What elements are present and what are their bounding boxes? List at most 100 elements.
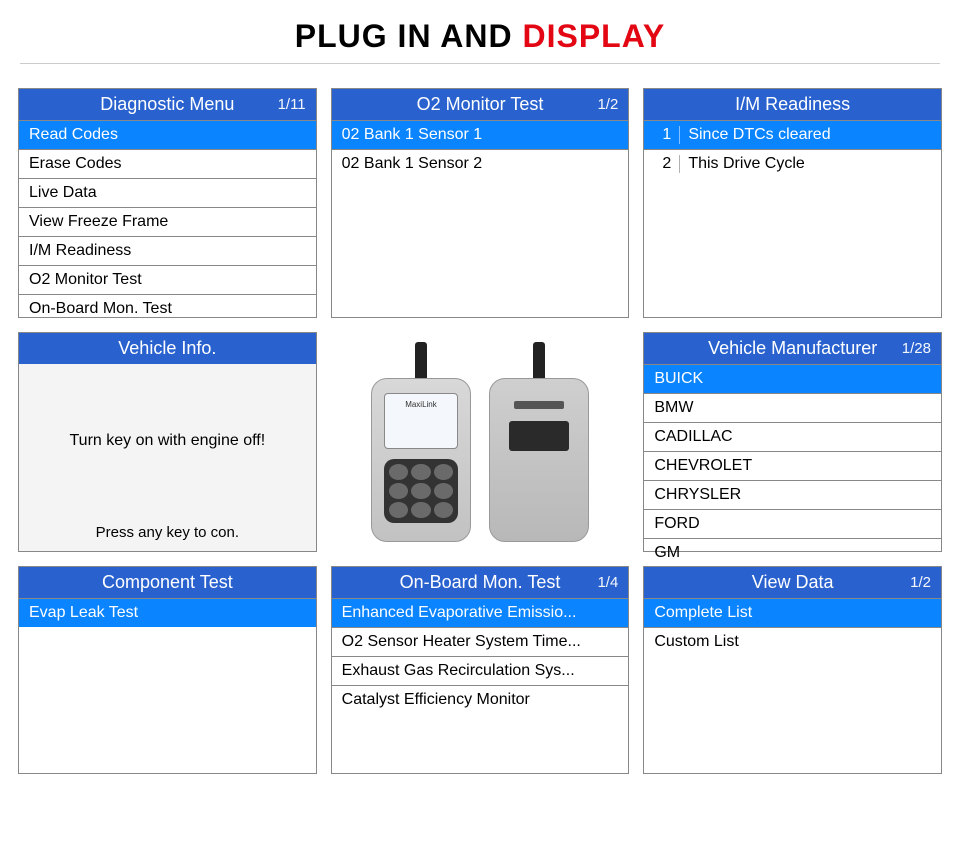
panel-title: I/M Readiness bbox=[735, 94, 850, 115]
panel-page: 1/28 bbox=[902, 340, 931, 357]
panel-o2-monitor-test: O2 Monitor Test 1/2 02 Bank 1 Sensor 1 0… bbox=[331, 88, 630, 318]
device-body: MaxiLink bbox=[371, 378, 471, 542]
mfr-item-bmw[interactable]: BMW bbox=[644, 393, 941, 422]
list-item-label: CHRYSLER bbox=[654, 486, 741, 504]
menu-item-egr-sys[interactable]: Exhaust Gas Recirculation Sys... bbox=[332, 656, 629, 685]
list-item-label: 02 Bank 1 Sensor 1 bbox=[342, 126, 483, 144]
mfr-item-gm[interactable]: GM bbox=[644, 538, 941, 567]
panel-page: 1/2 bbox=[910, 574, 931, 591]
mfr-item-ford[interactable]: FORD bbox=[644, 509, 941, 538]
menu-item-onboard-mon-test[interactable]: On-Board Mon. Test bbox=[19, 294, 316, 323]
menu-item-since-dtcs-cleared[interactable]: 1 Since DTCs cleared bbox=[644, 120, 941, 149]
panel-fill bbox=[332, 178, 629, 317]
panel-fill bbox=[332, 714, 629, 773]
panel-fill bbox=[19, 627, 316, 773]
menu-item-custom-list[interactable]: Custom List bbox=[644, 627, 941, 656]
list-item-label: Catalyst Efficiency Monitor bbox=[342, 691, 530, 709]
list-item-label: O2 Sensor Heater System Time... bbox=[342, 633, 581, 651]
list-item-label: This Drive Cycle bbox=[688, 155, 804, 173]
menu-item-catalyst-efficiency[interactable]: Catalyst Efficiency Monitor bbox=[332, 685, 629, 714]
mfr-item-cadillac[interactable]: CADILLAC bbox=[644, 422, 941, 451]
panel-fill bbox=[644, 178, 941, 317]
list-item-label: Complete List bbox=[654, 604, 752, 622]
list-item-label: Live Data bbox=[29, 184, 97, 202]
device-button bbox=[389, 483, 408, 499]
device-cable-icon bbox=[533, 342, 545, 382]
menu-item-erase-codes[interactable]: Erase Codes bbox=[19, 149, 316, 178]
list-item-label: On-Board Mon. Test bbox=[29, 300, 172, 318]
list-item-label: CHEVROLET bbox=[654, 457, 752, 475]
mfr-item-buick[interactable]: BUICK bbox=[644, 364, 941, 393]
device-button bbox=[411, 464, 430, 480]
menu-item-enhanced-evap[interactable]: Enhanced Evaporative Emissio... bbox=[332, 598, 629, 627]
list-item-label: BUICK bbox=[654, 370, 703, 388]
menu-item-complete-list[interactable]: Complete List bbox=[644, 598, 941, 627]
panel-header-diagnostic: Diagnostic Menu 1/11 bbox=[19, 89, 316, 120]
device-back-slot bbox=[514, 401, 564, 409]
list-item-label: Evap Leak Test bbox=[29, 604, 138, 622]
menu-item-o2-heater[interactable]: O2 Sensor Heater System Time... bbox=[332, 627, 629, 656]
list-item-label: Exhaust Gas Recirculation Sys... bbox=[342, 662, 575, 680]
device-button bbox=[411, 483, 430, 499]
menu-item-read-codes[interactable]: Read Codes bbox=[19, 120, 316, 149]
panel-fill bbox=[644, 656, 941, 773]
menu-item-bank1-sensor1[interactable]: 02 Bank 1 Sensor 1 bbox=[332, 120, 629, 149]
menu-item-view-freeze-frame[interactable]: View Freeze Frame bbox=[19, 207, 316, 236]
device-cable-icon bbox=[415, 342, 427, 382]
menu-item-im-readiness[interactable]: I/M Readiness bbox=[19, 236, 316, 265]
vehicle-info-footer: Press any key to con. bbox=[19, 518, 316, 551]
panel-page: 1/4 bbox=[597, 574, 618, 591]
list-item-label: 02 Bank 1 Sensor 2 bbox=[342, 155, 483, 173]
list-item-label: View Freeze Frame bbox=[29, 213, 168, 231]
panel-title: View Data bbox=[752, 572, 834, 593]
list-item-label: Enhanced Evaporative Emissio... bbox=[342, 604, 577, 622]
panel-component-test: Component Test Evap Leak Test bbox=[18, 566, 317, 774]
menu-item-evap-leak-test[interactable]: Evap Leak Test bbox=[19, 598, 316, 627]
list-item-label: Erase Codes bbox=[29, 155, 122, 173]
list-item-label: FORD bbox=[654, 515, 699, 533]
panel-title: Component Test bbox=[102, 572, 233, 593]
panel-vehicle-manufacturer: Vehicle Manufacturer 1/28 BUICK BMW CADI… bbox=[643, 332, 942, 552]
panel-title: Vehicle Info. bbox=[118, 338, 216, 359]
panel-header-im: I/M Readiness bbox=[644, 89, 941, 120]
menu-item-live-data[interactable]: Live Data bbox=[19, 178, 316, 207]
panel-header-mfr: Vehicle Manufacturer 1/28 bbox=[644, 333, 941, 364]
device-button bbox=[434, 502, 453, 518]
device-back-plate bbox=[489, 378, 589, 542]
device-keypad bbox=[384, 459, 458, 523]
panel-title: Diagnostic Menu bbox=[100, 94, 234, 115]
panel-header-component: Component Test bbox=[19, 567, 316, 598]
panel-header-view-data: View Data 1/2 bbox=[644, 567, 941, 598]
title-part1: PLUG IN AND bbox=[295, 18, 523, 54]
list-item-label: Read Codes bbox=[29, 126, 118, 144]
panel-page: 1/11 bbox=[278, 96, 306, 113]
list-item-label: Since DTCs cleared bbox=[688, 126, 830, 144]
list-item-label: Custom List bbox=[654, 633, 738, 651]
device-button bbox=[434, 464, 453, 480]
menu-item-bank1-sensor2[interactable]: 02 Bank 1 Sensor 2 bbox=[332, 149, 629, 178]
device-button bbox=[389, 464, 408, 480]
device-back-label bbox=[509, 421, 569, 451]
list-item-label: I/M Readiness bbox=[29, 242, 131, 260]
device-screen: MaxiLink bbox=[384, 393, 458, 449]
mfr-item-chrysler[interactable]: CHRYSLER bbox=[644, 480, 941, 509]
menu-item-this-drive-cycle[interactable]: 2 This Drive Cycle bbox=[644, 149, 941, 178]
list-item-label: O2 Monitor Test bbox=[29, 271, 142, 289]
mfr-item-chevrolet[interactable]: CHEVROLET bbox=[644, 451, 941, 480]
device-button bbox=[389, 502, 408, 518]
panel-view-data: View Data 1/2 Complete List Custom List bbox=[643, 566, 942, 774]
panel-title: On-Board Mon. Test bbox=[400, 572, 561, 593]
panel-page: 1/2 bbox=[597, 96, 618, 113]
title-divider bbox=[20, 63, 940, 64]
panel-header-o2: O2 Monitor Test 1/2 bbox=[332, 89, 629, 120]
device-button bbox=[411, 502, 430, 518]
title-part2: DISPLAY bbox=[522, 18, 665, 54]
list-item-label: GM bbox=[654, 544, 680, 562]
row-number: 1 bbox=[654, 126, 680, 144]
menu-item-o2-monitor-test[interactable]: O2 Monitor Test bbox=[19, 265, 316, 294]
panel-im-readiness: I/M Readiness 1 Since DTCs cleared 2 Thi… bbox=[643, 88, 942, 318]
panel-onboard-mon-test: On-Board Mon. Test 1/4 Enhanced Evaporat… bbox=[331, 566, 630, 774]
row-number: 2 bbox=[654, 155, 680, 173]
panel-title: O2 Monitor Test bbox=[417, 94, 544, 115]
list-item-label: CADILLAC bbox=[654, 428, 732, 446]
